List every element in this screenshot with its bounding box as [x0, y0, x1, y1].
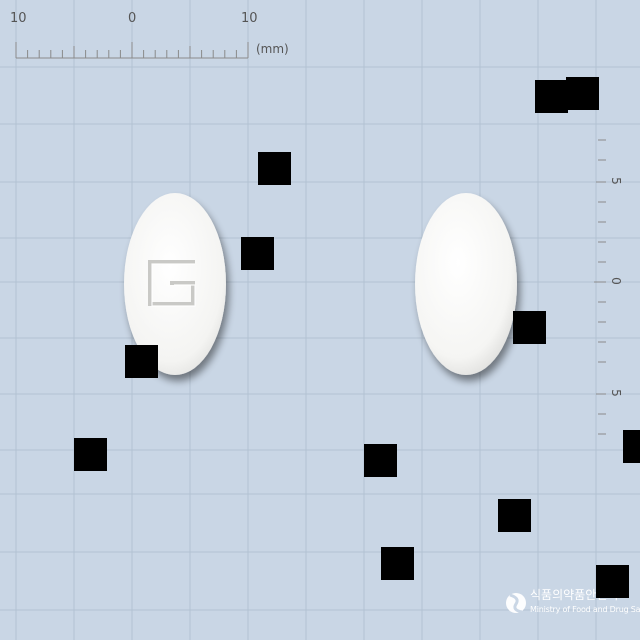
pill-imprint-highlight — [151, 263, 196, 307]
ministry-logo-icon — [506, 593, 526, 614]
right-ruler-label-bottom: 5 — [608, 389, 623, 397]
right-ruler-label-center: 0 — [608, 277, 623, 285]
redaction-square — [381, 547, 414, 580]
redaction-square — [535, 80, 568, 113]
redaction-square — [74, 438, 107, 471]
redaction-square — [596, 565, 629, 598]
redaction-square — [125, 345, 158, 378]
redaction-square — [513, 311, 546, 344]
right-ruler-label-top: 5 — [608, 177, 623, 185]
right-pill — [415, 193, 517, 375]
redaction-square — [566, 77, 599, 110]
top-ruler-label-left: 10 — [10, 11, 27, 26]
pill-imprint-icon — [148, 260, 195, 306]
redaction-square — [498, 499, 531, 532]
watermark-english: Ministry of Food and Drug Safety — [530, 605, 640, 614]
redaction-square — [258, 152, 291, 185]
top-ruler-label-right: 10 — [241, 11, 258, 26]
top-ruler-ticks — [15, 42, 249, 59]
top-ruler-label-center: 0 — [128, 11, 137, 26]
redaction-square — [364, 444, 397, 477]
ruler-unit-label: (mm) — [256, 42, 289, 56]
redaction-square — [623, 430, 640, 463]
right-ruler-ticks — [594, 139, 606, 435]
redaction-square — [241, 237, 274, 270]
